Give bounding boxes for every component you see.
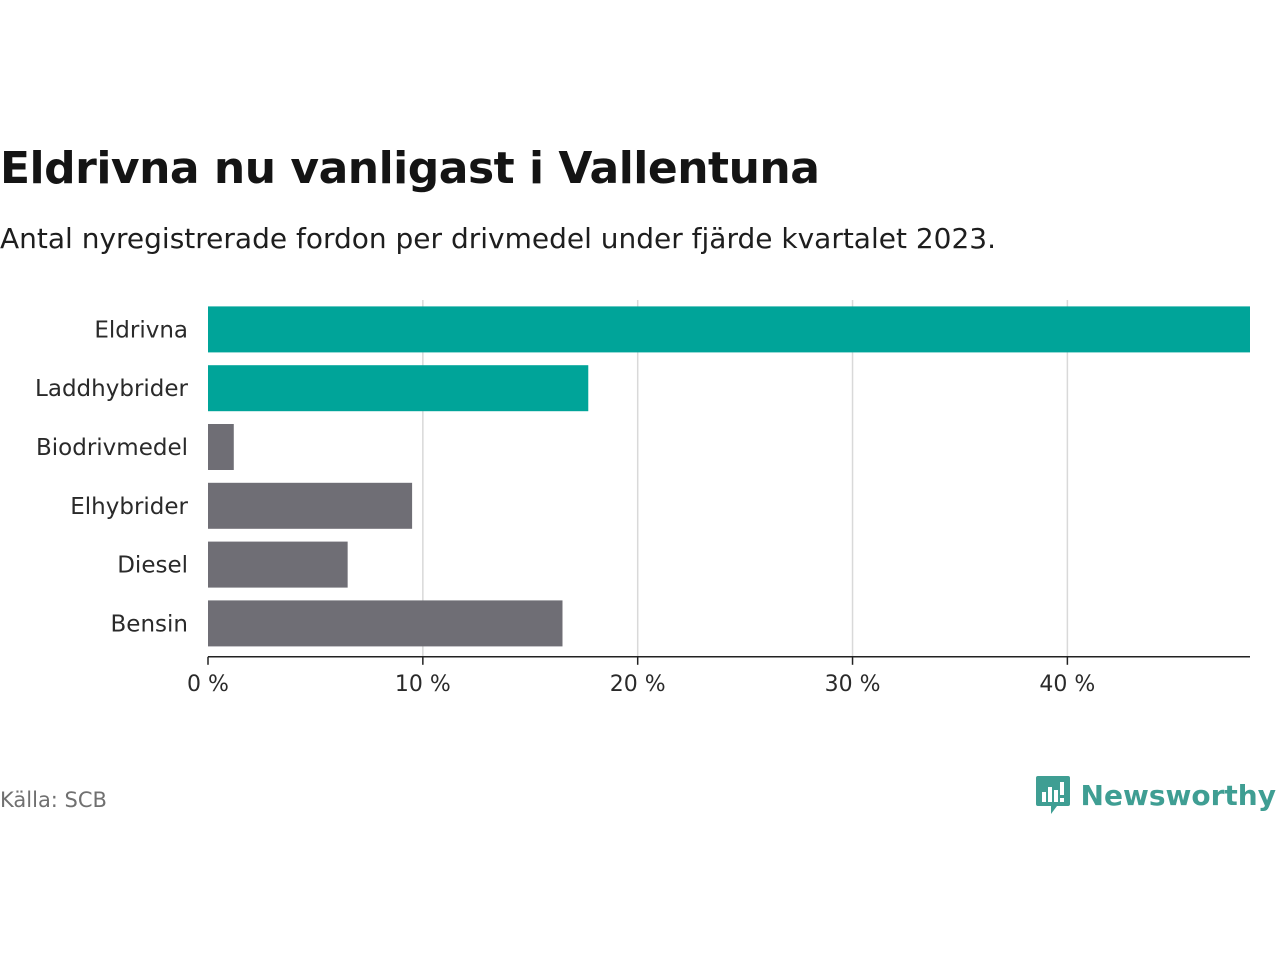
chart-subtitle: Antal nyregistrerade fordon per drivmede… xyxy=(0,222,997,255)
category-labels: Eldrivna Laddhybrider Biodrivmedel Elhybrid… xyxy=(35,317,188,637)
x-tick-label: 20 % xyxy=(610,672,666,697)
bar-biodrivmedel xyxy=(208,424,234,470)
newsworthy-logo-icon xyxy=(1035,776,1070,814)
x-tick-label: 40 % xyxy=(1039,672,1095,697)
x-tick-label: 30 % xyxy=(825,672,881,697)
x-tick-label: 0 % xyxy=(187,672,229,697)
category-label: Elhybrider xyxy=(70,494,188,520)
bar-bensin xyxy=(208,600,563,647)
chart-title: Eldrivna nu vanligast i Vallentuna xyxy=(0,143,820,194)
category-label: Biodrivmedel xyxy=(36,435,188,461)
category-label: Eldrivna xyxy=(94,317,188,343)
brand-name: Newsworthy xyxy=(1080,778,1276,812)
bar-laddhybrider xyxy=(208,365,589,412)
bar-eldrivna xyxy=(208,306,1250,353)
brand-logo: Newsworthy xyxy=(1035,774,1276,816)
bar-chart: 0 % 10 % 20 % 30 % 40 % Eldrivna Laddhybrider… xyxy=(35,300,1250,697)
bar-diesel xyxy=(208,541,348,588)
category-label: Laddhybrider xyxy=(35,376,188,402)
category-label: Diesel xyxy=(117,553,188,579)
bars xyxy=(208,306,1250,647)
grid-lines xyxy=(422,300,1069,657)
category-label: Bensin xyxy=(111,611,188,637)
bar-elhybrider xyxy=(208,482,413,529)
x-axis: 0 % 10 % 20 % 30 % 40 % xyxy=(187,656,1250,697)
x-tick-label: 10 % xyxy=(395,672,451,697)
source-note: Källa: SCB xyxy=(0,788,107,812)
